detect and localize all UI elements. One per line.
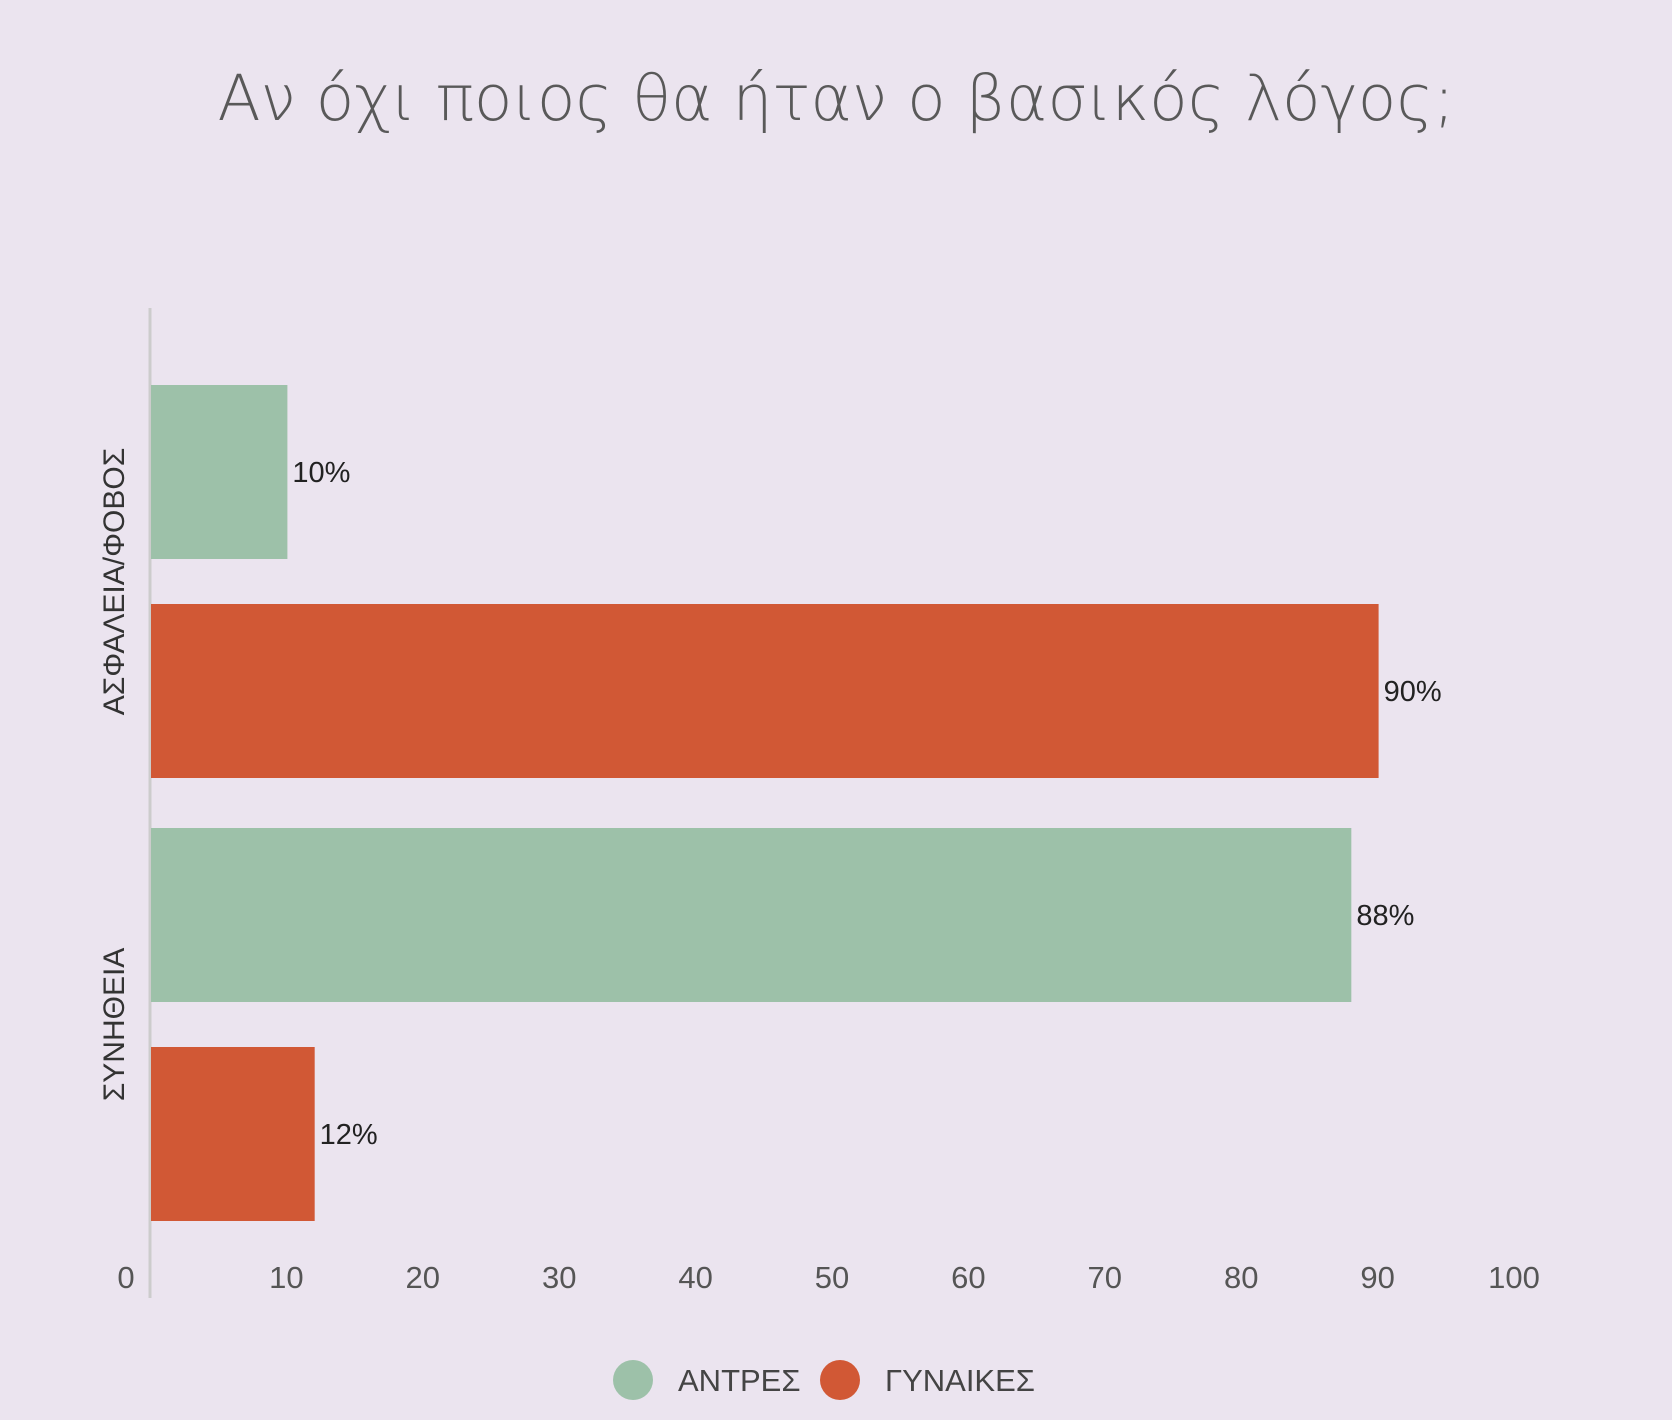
legend: ΑΝΤΡΕΣ ΓΥΝΑΙΚΕΣ (613, 1360, 1035, 1400)
legend-marker (613, 1360, 653, 1400)
x-tick-label: 10 (269, 1260, 303, 1295)
x-tick-label: 70 (1088, 1260, 1122, 1295)
data-label: 10% (292, 457, 350, 489)
bar-2-gynaikes (151, 1047, 315, 1221)
bar-1-antres (151, 385, 288, 559)
data-label: 12% (320, 1119, 378, 1151)
x-tick-label: 100 (1488, 1260, 1540, 1295)
legend-label: ΑΝΤΡΕΣ (678, 1363, 801, 1398)
x-tick-label: 50 (815, 1260, 849, 1295)
bar-2-antres (151, 828, 1352, 1002)
category-label: ΑΣΦΑΛΕΙΑ/ΦΟΒΟΣ (98, 448, 131, 716)
data-label: 90% (1384, 676, 1442, 708)
data-label: 88% (1356, 900, 1414, 932)
chart-title: Αν όχι ποιος θα ήταν ο βασικός λόγος; (217, 62, 1455, 135)
x-tick-label: 60 (951, 1260, 985, 1295)
x-tick-label: 90 (1360, 1260, 1394, 1295)
x-tick-label: 40 (678, 1260, 712, 1295)
category-label: ΣΥΝΗΘΕΙΑ (98, 948, 131, 1102)
x-tick-label: 20 (406, 1260, 440, 1295)
x-tick-label: 80 (1224, 1260, 1258, 1295)
legend-marker (820, 1360, 860, 1400)
x-tick-label: 30 (542, 1260, 576, 1295)
x-tick-label: 0 (117, 1260, 134, 1295)
bar-1-gynaikes (151, 604, 1379, 778)
legend-label: ΓΥΝΑΙΚΕΣ (885, 1363, 1035, 1398)
